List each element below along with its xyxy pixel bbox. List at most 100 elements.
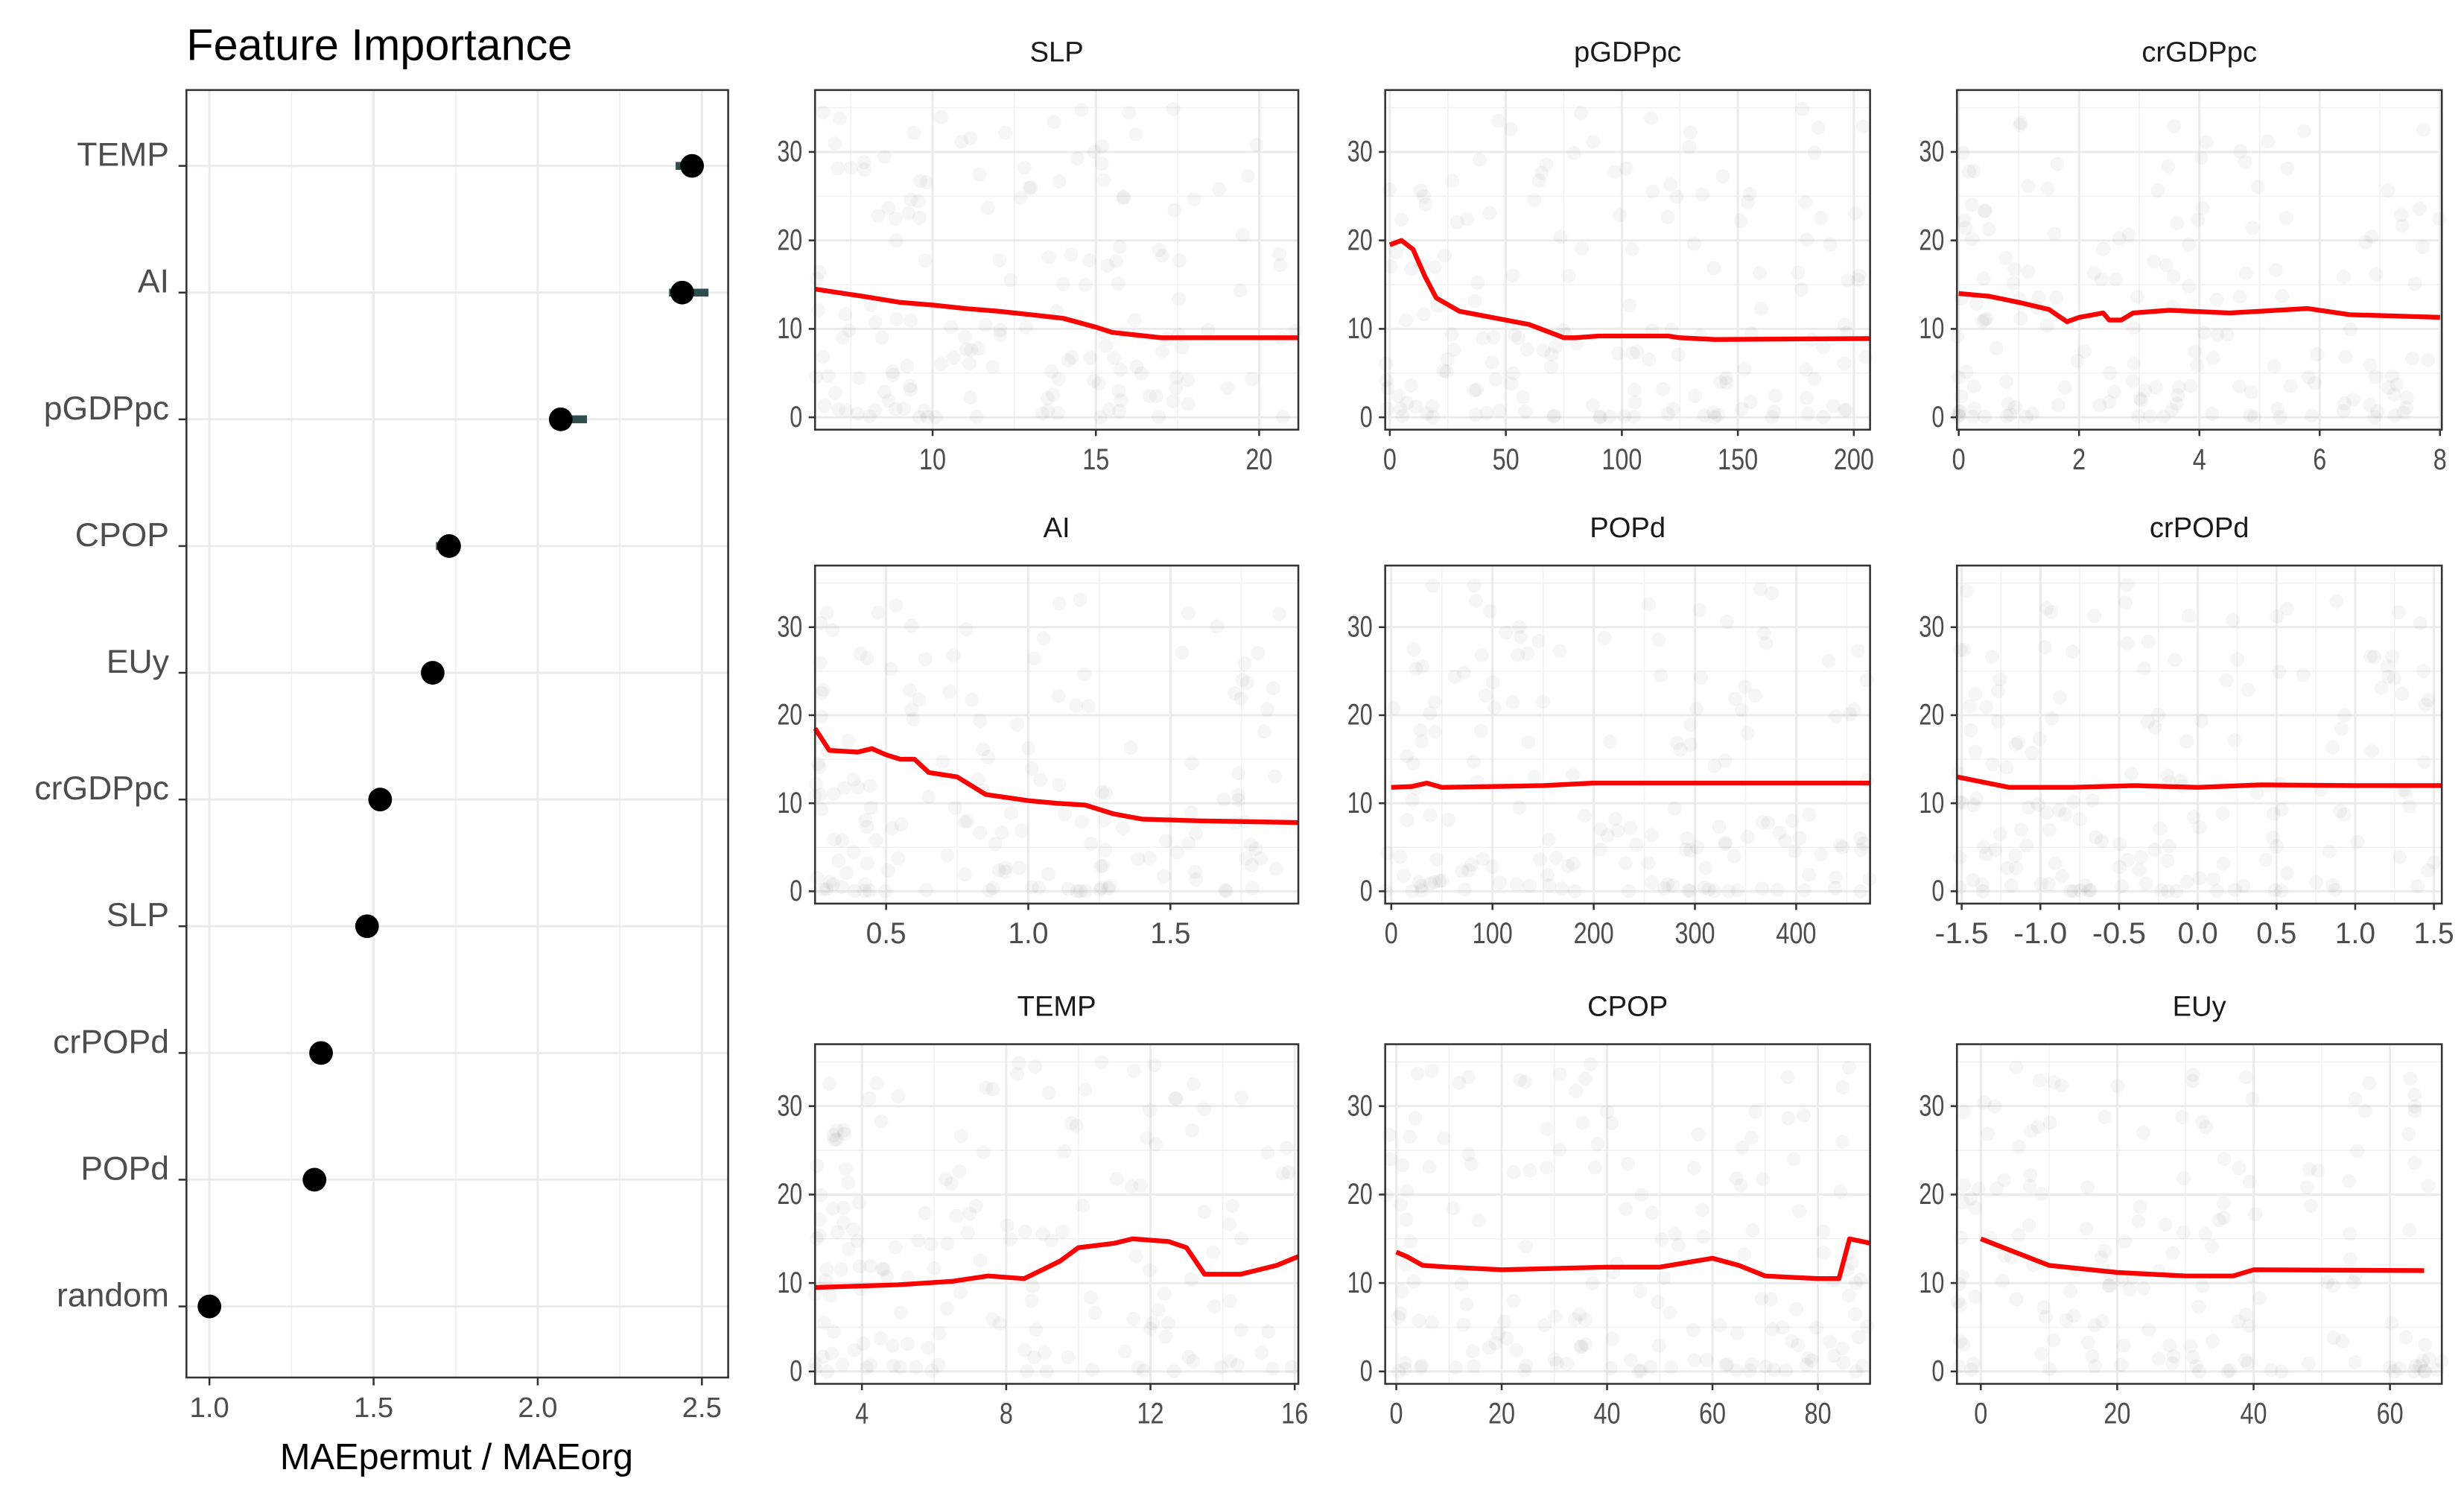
scatter-point bbox=[1167, 1364, 1181, 1378]
scatter-point bbox=[2115, 879, 2129, 893]
pdp-panel-title: crPOPd bbox=[2150, 512, 2249, 544]
scatter-point bbox=[1159, 834, 1173, 848]
scatter-point bbox=[1555, 881, 1569, 896]
scatter-point bbox=[2160, 854, 2174, 868]
scatter-point bbox=[828, 386, 842, 400]
pdp-ytick-label: 0 bbox=[1931, 1354, 1944, 1388]
scatter-point bbox=[810, 871, 824, 885]
scatter-point bbox=[1519, 1240, 1533, 1254]
scatter-point bbox=[906, 712, 921, 726]
scatter-point bbox=[1993, 672, 2007, 686]
scatter-point bbox=[2308, 375, 2322, 390]
pdp-ytick-label: 10 bbox=[1919, 786, 1944, 820]
scatter-point bbox=[1197, 1102, 1211, 1116]
scatter-point bbox=[2137, 662, 2151, 676]
scatter-point bbox=[1155, 248, 1169, 262]
scatter-point bbox=[1394, 212, 1409, 226]
scatter-point bbox=[1000, 1218, 1015, 1232]
pdp-ytick-label: 20 bbox=[777, 1177, 802, 1211]
scatter-point bbox=[863, 409, 877, 423]
scatter-point bbox=[881, 393, 895, 408]
scatter-point bbox=[2058, 380, 2072, 394]
scatter-point bbox=[1175, 340, 1189, 355]
scatter-point bbox=[1642, 597, 1656, 611]
scatter-point bbox=[1838, 356, 1852, 370]
scatter-point bbox=[1954, 1230, 1968, 1244]
scatter-point bbox=[828, 832, 842, 846]
scatter-point bbox=[2384, 1316, 2398, 1330]
scatter-point bbox=[2309, 875, 2323, 890]
fi-category-label: crGDPpc bbox=[34, 770, 169, 807]
scatter-point bbox=[2047, 1334, 2061, 1348]
scatter-point bbox=[1476, 332, 1490, 346]
scatter-point bbox=[2311, 1164, 2325, 1178]
scatter-point bbox=[1395, 1159, 1409, 1173]
pdp-panel-border bbox=[1955, 564, 2443, 905]
scatter-point bbox=[1084, 1290, 1098, 1305]
scatter-point bbox=[1185, 1123, 1199, 1137]
scatter-point bbox=[2408, 276, 2422, 291]
scatter-point bbox=[1487, 700, 1502, 714]
scatter-point bbox=[2297, 124, 2311, 139]
scatter-point bbox=[1688, 389, 1702, 403]
scatter-point bbox=[1025, 761, 1039, 776]
scatter-point bbox=[891, 1089, 905, 1103]
scatter-point bbox=[1976, 840, 1990, 854]
scatter-point bbox=[1980, 311, 1994, 326]
scatter-point bbox=[1712, 820, 1726, 834]
scatter-point bbox=[2082, 883, 2096, 897]
scatter-point bbox=[1485, 355, 1499, 370]
scatter-point bbox=[2151, 183, 2165, 197]
scatter-point bbox=[2095, 272, 2109, 286]
scatter-point bbox=[1823, 238, 1838, 252]
scatter-point bbox=[2280, 866, 2294, 880]
scatter-point bbox=[2302, 1357, 2316, 1371]
pdp-panel-border bbox=[813, 564, 1300, 905]
pdp-ytick-label: 30 bbox=[777, 610, 802, 644]
scatter-point bbox=[1471, 1213, 1485, 1227]
scatter-point bbox=[2191, 1299, 2206, 1313]
scatter-point bbox=[1627, 410, 1641, 424]
scatter-point bbox=[1552, 1143, 1566, 1157]
scatter-point bbox=[860, 1360, 874, 1375]
scatter-point bbox=[2390, 378, 2404, 392]
scatter-point bbox=[1584, 1057, 1598, 1071]
scatter-point bbox=[962, 1207, 977, 1221]
scatter-point bbox=[1663, 1305, 1677, 1319]
scatter-point bbox=[1578, 1313, 1593, 1327]
scatter-point bbox=[2136, 1126, 2150, 1140]
scatter-point bbox=[1781, 1070, 1795, 1084]
scatter-point bbox=[1460, 212, 1474, 226]
scatter-point bbox=[1590, 1137, 1604, 1151]
scatter-point bbox=[959, 343, 974, 357]
scatter-point bbox=[2195, 201, 2209, 215]
scatter-point bbox=[2152, 1351, 2166, 1366]
scatter-point bbox=[1553, 1067, 1567, 1081]
scatter-point bbox=[1427, 875, 1441, 889]
scatter-point bbox=[1718, 1358, 1733, 1372]
scatter-point bbox=[2416, 240, 2430, 254]
scatter-point bbox=[1158, 1330, 1172, 1344]
pdp-xtick-label: 15 bbox=[1082, 443, 1109, 476]
scatter-point bbox=[1027, 651, 1041, 665]
scatter-point bbox=[1467, 294, 1482, 308]
scatter-point bbox=[2122, 227, 2136, 241]
scatter-point bbox=[1822, 654, 1836, 668]
scatter-point bbox=[1654, 1232, 1668, 1246]
fi-category-label: CPOP bbox=[75, 517, 169, 554]
scatter-point bbox=[1512, 800, 1526, 814]
scatter-point bbox=[1074, 103, 1088, 117]
pdp-xtick-label: 1.5 bbox=[2414, 916, 2454, 950]
scatter-point bbox=[1506, 268, 1520, 282]
scatter-point bbox=[2407, 1156, 2422, 1170]
scatter-point bbox=[1446, 1201, 1460, 1215]
scatter-point bbox=[2416, 664, 2430, 678]
scatter-point bbox=[2109, 272, 2123, 286]
scatter-point bbox=[970, 410, 984, 424]
scatter-point bbox=[1412, 1313, 1426, 1328]
scatter-point bbox=[2154, 883, 2168, 897]
scatter-point bbox=[812, 265, 826, 279]
scatter-point bbox=[1070, 151, 1085, 165]
scatter-point bbox=[1545, 347, 1559, 361]
